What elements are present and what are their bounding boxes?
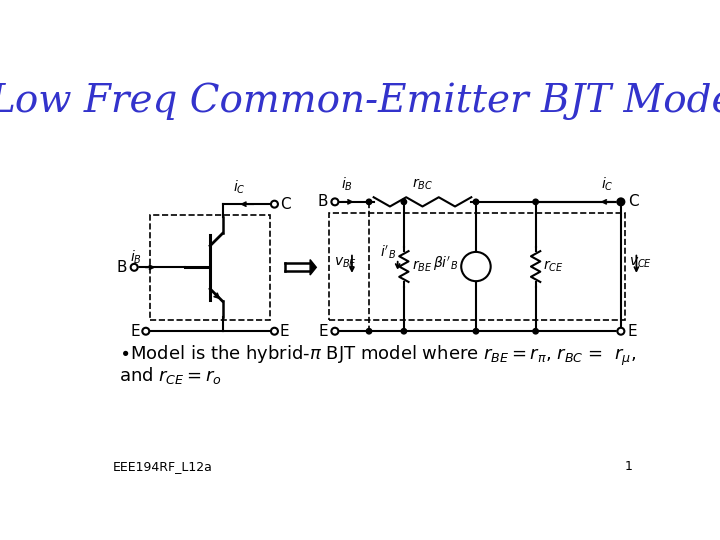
Circle shape (401, 199, 407, 205)
Circle shape (473, 328, 479, 334)
Polygon shape (310, 260, 316, 275)
Text: $r_{BC}$: $r_{BC}$ (412, 177, 433, 192)
Text: $i_C$: $i_C$ (600, 176, 613, 193)
Text: B: B (117, 260, 127, 275)
Text: B: B (318, 194, 328, 210)
Text: EEE194RF_L12a: EEE194RF_L12a (113, 460, 213, 473)
Circle shape (131, 264, 138, 271)
Circle shape (533, 199, 539, 205)
Text: $\bullet$Model is the hybrid-$\pi$ BJT model where $r_{BE} = r_{\pi}$, $r_{BC}$ : $\bullet$Model is the hybrid-$\pi$ BJT m… (120, 343, 636, 368)
Circle shape (462, 252, 490, 281)
Text: $\beta i'_B$: $\beta i'_B$ (433, 254, 458, 273)
Text: $r_{BE}$: $r_{BE}$ (412, 259, 432, 274)
Circle shape (331, 328, 338, 335)
Text: C: C (280, 197, 290, 212)
Circle shape (143, 328, 149, 335)
Circle shape (617, 198, 624, 205)
Text: 1: 1 (625, 460, 632, 473)
Text: $i_B$: $i_B$ (130, 248, 143, 266)
Circle shape (618, 199, 624, 205)
Circle shape (331, 198, 338, 205)
Text: E: E (628, 323, 637, 339)
Bar (150, 215, 270, 320)
Circle shape (533, 328, 539, 334)
Text: E: E (131, 323, 140, 339)
Text: and $r_{CE} = r_o$: and $r_{CE} = r_o$ (120, 365, 222, 386)
Text: $i'_B$: $i'_B$ (380, 244, 396, 261)
Text: Low Freq Common-Emitter BJT Model: Low Freq Common-Emitter BJT Model (0, 82, 720, 120)
Text: E: E (318, 323, 328, 339)
Text: E: E (280, 323, 289, 339)
Circle shape (366, 199, 372, 205)
Bar (329, 213, 625, 320)
Circle shape (366, 328, 372, 334)
Circle shape (271, 201, 278, 208)
Text: $i_B$: $i_B$ (341, 176, 353, 193)
Text: $r_{CE}$: $r_{CE}$ (544, 259, 564, 274)
Text: $i_C$: $i_C$ (233, 179, 246, 197)
Circle shape (271, 328, 278, 335)
Text: $v_{BE}$: $v_{BE}$ (334, 255, 357, 270)
Text: $v_{CE}$: $v_{CE}$ (629, 255, 652, 270)
Circle shape (473, 199, 479, 205)
Text: C: C (628, 194, 639, 210)
Circle shape (617, 328, 624, 335)
Circle shape (401, 328, 407, 334)
